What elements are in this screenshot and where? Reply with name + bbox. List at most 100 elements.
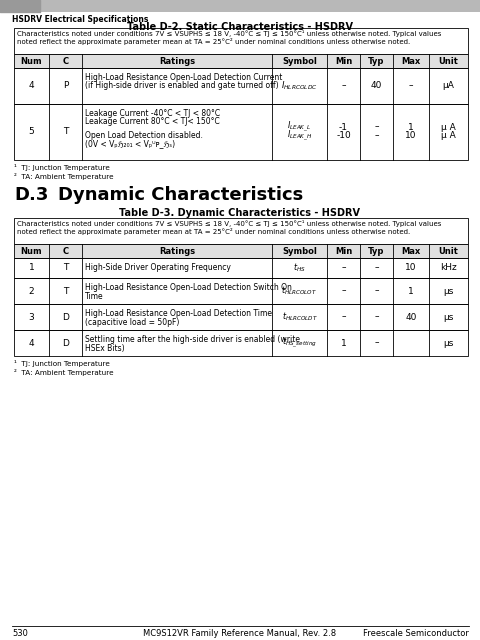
Text: μ A: μ A <box>440 122 455 131</box>
Text: –: – <box>373 122 378 131</box>
Text: Ratings: Ratings <box>158 246 195 255</box>
Text: ¹  TJ: Junction Temperature: ¹ TJ: Junction Temperature <box>14 164 109 171</box>
Text: μA: μA <box>442 81 454 90</box>
Text: High-Load Resistance Open-Load Detection Time: High-Load Resistance Open-Load Detection… <box>85 309 271 318</box>
Text: 40: 40 <box>370 81 382 90</box>
Text: 1: 1 <box>407 287 413 296</box>
Text: –: – <box>373 339 378 348</box>
Bar <box>14 244 467 258</box>
Text: Settling time after the high-side driver is enabled (write: Settling time after the high-side driver… <box>85 335 300 344</box>
Text: Dynamic Characteristics: Dynamic Characteristics <box>58 186 302 204</box>
Text: –: – <box>340 312 345 321</box>
Text: T: T <box>63 287 68 296</box>
Text: 1: 1 <box>407 122 413 131</box>
Text: 530: 530 <box>12 629 28 638</box>
Text: D.3: D.3 <box>14 186 48 204</box>
Text: Max: Max <box>400 246 420 255</box>
Text: Leakage Current 80°C < TJ< 150°C: Leakage Current 80°C < TJ< 150°C <box>85 117 219 126</box>
Text: $t_{HS\_setting}$: $t_{HS\_setting}$ <box>281 336 316 350</box>
Text: Freescale Semiconductor: Freescale Semiconductor <box>362 629 468 638</box>
Text: D: D <box>62 312 69 321</box>
Text: $I_{HLRCOLDC}$: $I_{HLRCOLDC}$ <box>280 80 317 92</box>
Text: Min: Min <box>334 56 351 65</box>
Text: 10: 10 <box>405 264 416 273</box>
Text: μ A: μ A <box>440 131 455 141</box>
Text: Max: Max <box>400 56 420 65</box>
Text: 2: 2 <box>29 287 34 296</box>
Bar <box>14 330 467 356</box>
Bar <box>14 218 467 244</box>
Text: –: – <box>340 264 345 273</box>
Text: MC9S12VR Family Reference Manual, Rev. 2.8: MC9S12VR Family Reference Manual, Rev. 2… <box>143 629 336 638</box>
Text: 4: 4 <box>29 339 34 348</box>
Text: Typ: Typ <box>368 246 384 255</box>
Text: –: – <box>373 264 378 273</box>
Bar <box>14 68 467 104</box>
Text: –: – <box>408 81 412 90</box>
Text: $t_{HLRCOLOT}$: $t_{HLRCOLOT}$ <box>281 285 317 297</box>
Text: Unit: Unit <box>438 246 457 255</box>
Text: HSEx Bits): HSEx Bits) <box>85 344 124 353</box>
Text: ²  TA: Ambient Temperature: ² TA: Ambient Temperature <box>14 369 113 376</box>
Text: Leakage Current -40°C < TJ < 80°C: Leakage Current -40°C < TJ < 80°C <box>85 109 220 118</box>
Text: Characteristics noted under conditions 7V ≤ VSUPHS ≤ 18 V, -40°C ≤ TJ ≤ 150°C¹ u: Characteristics noted under conditions 7… <box>17 30 441 37</box>
Text: Time: Time <box>85 292 103 301</box>
Text: $I_{LEAK\_L}$: $I_{LEAK\_L}$ <box>287 120 311 134</box>
Bar <box>0 0 480 12</box>
Text: P: P <box>63 81 68 90</box>
Text: Unit: Unit <box>438 56 457 65</box>
Text: 3: 3 <box>29 312 34 321</box>
Text: –: – <box>340 81 345 90</box>
Text: C: C <box>62 56 69 65</box>
Text: μs: μs <box>443 312 453 321</box>
Text: –: – <box>340 287 345 296</box>
Bar <box>14 104 467 160</box>
Text: High-Load Resistance Open-Load Detection Current: High-Load Resistance Open-Load Detection… <box>85 73 282 82</box>
Text: High-Side Driver Operating Frequency: High-Side Driver Operating Frequency <box>85 263 230 272</box>
Text: Open Load Detection disabled.: Open Load Detection disabled. <box>85 131 203 140</box>
Text: Symbol: Symbol <box>281 56 316 65</box>
Text: Num: Num <box>21 246 42 255</box>
Text: (if High-side driver is enabled and gate turned off): (if High-side driver is enabled and gate… <box>85 81 278 90</box>
Text: μs: μs <box>443 287 453 296</box>
Text: (0V < Vₚℌ₂₀₁ < Vₚᵁᴘ_ℌₛ): (0V < Vₚℌ₂₀₁ < Vₚᵁᴘ_ℌₛ) <box>85 139 175 148</box>
Text: -1: -1 <box>338 122 347 131</box>
Text: ²  TA: Ambient Temperature: ² TA: Ambient Temperature <box>14 173 113 180</box>
Text: T: T <box>63 264 68 273</box>
Text: Ratings: Ratings <box>158 56 195 65</box>
Text: Typ: Typ <box>368 56 384 65</box>
Text: 4: 4 <box>29 81 34 90</box>
Text: D: D <box>62 339 69 348</box>
Text: Table D-2. Static Characteristics - HSDRV: Table D-2. Static Characteristics - HSDR… <box>127 22 352 32</box>
Text: -10: -10 <box>336 131 350 141</box>
Text: $I_{LEAK\_H}$: $I_{LEAK\_H}$ <box>286 129 312 143</box>
Text: (capacitive load = 50pF): (capacitive load = 50pF) <box>85 318 179 327</box>
Text: HSDRV Electrical Specifications: HSDRV Electrical Specifications <box>12 15 148 24</box>
Text: Table D-3. Dynamic Characteristics - HSDRV: Table D-3. Dynamic Characteristics - HSD… <box>119 208 360 218</box>
Text: C: C <box>62 246 69 255</box>
Text: noted reflect the approximate parameter mean at TA = 25°C² under nominal conditi: noted reflect the approximate parameter … <box>17 38 409 45</box>
Text: 40: 40 <box>405 312 416 321</box>
Text: –: – <box>373 312 378 321</box>
Text: μs: μs <box>443 339 453 348</box>
Text: Min: Min <box>334 246 351 255</box>
Text: Characteristics noted under conditions 7V ≤ VSUPHS ≤ 18 V, -40°C ≤ TJ ≤ 150°C¹ u: Characteristics noted under conditions 7… <box>17 220 441 227</box>
Bar <box>14 28 467 54</box>
Text: $t_{HLRCOLDT}$: $t_{HLRCOLDT}$ <box>281 311 317 323</box>
Text: $t_{HS}$: $t_{HS}$ <box>292 262 305 275</box>
Text: Num: Num <box>21 56 42 65</box>
Text: High-Load Resistance Open-Load Detection Switch On: High-Load Resistance Open-Load Detection… <box>85 283 291 292</box>
Bar <box>14 304 467 330</box>
Text: 5: 5 <box>29 127 34 136</box>
Text: 1: 1 <box>29 264 34 273</box>
Text: kHz: kHz <box>439 264 456 273</box>
Bar <box>14 278 467 304</box>
Text: 10: 10 <box>405 131 416 141</box>
Text: ¹  TJ: Junction Temperature: ¹ TJ: Junction Temperature <box>14 360 109 367</box>
Text: noted reflect the approximate parameter mean at TA = 25°C² under nominal conditi: noted reflect the approximate parameter … <box>17 228 409 235</box>
Text: 1: 1 <box>340 339 346 348</box>
Text: T: T <box>63 127 68 136</box>
Text: –: – <box>373 131 378 141</box>
Text: Symbol: Symbol <box>281 246 316 255</box>
Bar <box>14 258 467 278</box>
